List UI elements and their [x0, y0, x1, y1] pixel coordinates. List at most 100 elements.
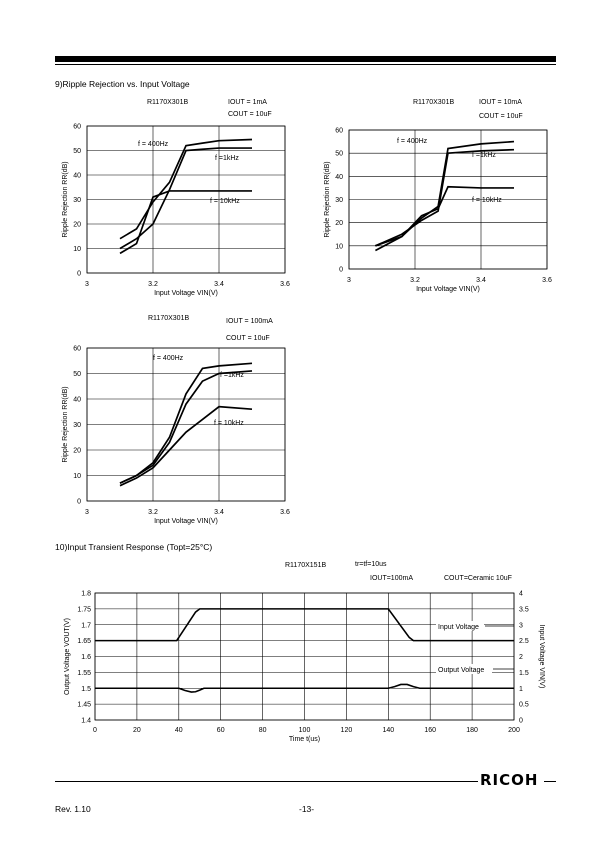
- condition-label: COUT = 10uF: [228, 111, 272, 118]
- x-tick-label: 80: [259, 727, 267, 734]
- x-tick-label: 20: [133, 727, 141, 734]
- ripple-chart-1: 0 10 20 30 40 50 60 3 3.2 3.4 3.6 Input Voltage VIN…: [62, 99, 290, 297]
- x-tick-label: 3.6: [280, 509, 290, 516]
- y-tick-label: 30: [335, 197, 343, 204]
- y-tick-label: 1.5: [81, 686, 91, 693]
- series-label: f = 10kHz: [210, 198, 240, 205]
- y-tick-label: 1.45: [77, 702, 91, 709]
- condition-label: R1170X301B: [413, 99, 454, 106]
- y-tick-label: 50: [73, 148, 81, 155]
- y-tick-label: 50: [73, 371, 81, 378]
- y-tick-label: 0: [339, 267, 343, 274]
- x-axis-label: Time t(us): [289, 736, 320, 743]
- y-right-tick-label: 1: [519, 686, 523, 693]
- y-tick-label: 30: [73, 197, 81, 204]
- x-tick-label: 3.2: [148, 509, 158, 516]
- x-axis-label: Input Voltage VIN(V): [154, 290, 218, 297]
- y-right-tick-label: 2: [519, 654, 523, 661]
- y-axis-label: Ripple Rejection RR(dB): [324, 161, 331, 237]
- x-tick-label: 3.2: [148, 281, 158, 288]
- section-10-title: 10)Input Transient Response (Topt=25°C): [55, 542, 213, 552]
- series-label: f = 10kHz: [472, 197, 502, 204]
- series-line: [119, 370, 253, 484]
- x-axis-label: Input Voltage VIN(V): [154, 518, 218, 525]
- y-tick-label: 1.4: [81, 718, 91, 725]
- x-tick-label: 3.4: [214, 281, 224, 288]
- y-right-tick-label: 1.5: [519, 670, 529, 677]
- x-tick-label: 3: [347, 277, 351, 284]
- y-tick-label: 20: [335, 220, 343, 227]
- x-tick-label: 3: [85, 281, 89, 288]
- series-label: f =1kHz: [215, 155, 239, 162]
- condition-label: COUT=Ceramic 10uF: [444, 575, 512, 582]
- series-label: f = 400Hz: [397, 138, 428, 145]
- condition-label: tr=tf=10us: [355, 561, 387, 568]
- y-tick-label: 20: [73, 222, 81, 229]
- series-label: f =1kHz: [472, 152, 496, 159]
- series-label: f =1kHz: [220, 372, 244, 379]
- x-tick-label: 3: [85, 509, 89, 516]
- y-axis-label: Output Voltage VOUT(V): [64, 618, 71, 695]
- series-label-bg: [436, 621, 484, 631]
- series-line: [375, 185, 514, 252]
- y-right-tick-label: 4: [519, 591, 523, 598]
- series-label: f = 400Hz: [153, 355, 184, 362]
- header-rule-thick: [55, 56, 556, 62]
- series-label: f = 10kHz: [214, 420, 244, 427]
- footer-rule-left: [55, 781, 478, 782]
- condition-label: IOUT = 100mA: [226, 318, 273, 325]
- y-tick-label: 40: [335, 174, 343, 181]
- y-right-axis-label: Input Voltage VIN(V): [538, 625, 545, 689]
- y-tick-label: 50: [335, 151, 343, 158]
- y-tick-label: 1.6: [81, 654, 91, 661]
- footer-page-number: -13-: [299, 804, 315, 814]
- condition-label: COUT = 10uF: [479, 113, 523, 120]
- x-tick-label: 200: [508, 727, 520, 734]
- series-line: [95, 683, 514, 693]
- x-tick-label: 3.4: [476, 277, 486, 284]
- y-tick-label: 60: [73, 124, 81, 131]
- condition-label: IOUT = 10mA: [479, 99, 522, 106]
- x-tick-label: 100: [299, 727, 311, 734]
- y-tick-label: 30: [73, 422, 81, 429]
- x-tick-label: 40: [175, 727, 183, 734]
- transient-chart: 1.4 1.45 1.5 1.55 1.6 1.65 1.7 1.75 1.8 0 0.5 1 1.5 2…: [64, 561, 545, 743]
- y-tick-label: 60: [73, 346, 81, 353]
- x-tick-label: 180: [466, 727, 478, 734]
- x-tick-label: 3.2: [410, 277, 420, 284]
- plot-frame: [86, 347, 286, 502]
- y-tick-label: 1.7: [81, 622, 91, 629]
- plot-frame: [348, 129, 548, 270]
- y-right-tick-label: 0.5: [519, 702, 529, 709]
- plot-frame: [94, 592, 515, 721]
- x-tick-label: 0: [93, 727, 97, 734]
- x-tick-label: 3.4: [214, 509, 224, 516]
- condition-label: R1170X301B: [147, 99, 188, 106]
- series-label: f = 400Hz: [138, 141, 169, 148]
- x-tick-label: 3.6: [280, 281, 290, 288]
- y-right-tick-label: 0: [519, 718, 523, 725]
- series-label: Output Voltage: [438, 667, 484, 674]
- y-axis-label: Ripple Rejection RR(dB): [62, 386, 69, 462]
- condition-label: IOUT=100mA: [370, 575, 413, 582]
- y-tick-label: 20: [73, 448, 81, 455]
- y-tick-label: 1.55: [77, 670, 91, 677]
- x-tick-label: 120: [341, 727, 353, 734]
- y-tick-label: 60: [335, 128, 343, 135]
- section-9-title: 9)Ripple Rejection vs. Input Voltage: [55, 79, 190, 89]
- series-label: Input Voltage: [438, 624, 479, 631]
- plot-frame: [86, 125, 286, 274]
- footer-revision: Rev. 1.10: [55, 804, 91, 814]
- y-tick-label: 0: [77, 499, 81, 506]
- y-axis-label: Ripple Rejection RR(dB): [62, 161, 69, 237]
- x-tick-label: 60: [217, 727, 225, 734]
- series-label-bg: [436, 664, 492, 674]
- ripple-chart-2: 0 10 20 30 40 50 60 3 3.2 3.4 3.6 Input Voltage VIN…: [324, 99, 552, 293]
- footer-rule-right: [544, 781, 556, 782]
- y-tick-label: 10: [73, 473, 81, 480]
- y-tick-label: 10: [335, 243, 343, 250]
- y-tick-label: 1.75: [77, 606, 91, 613]
- series-line: [119, 405, 253, 487]
- condition-label: IOUT = 1mA: [228, 99, 267, 106]
